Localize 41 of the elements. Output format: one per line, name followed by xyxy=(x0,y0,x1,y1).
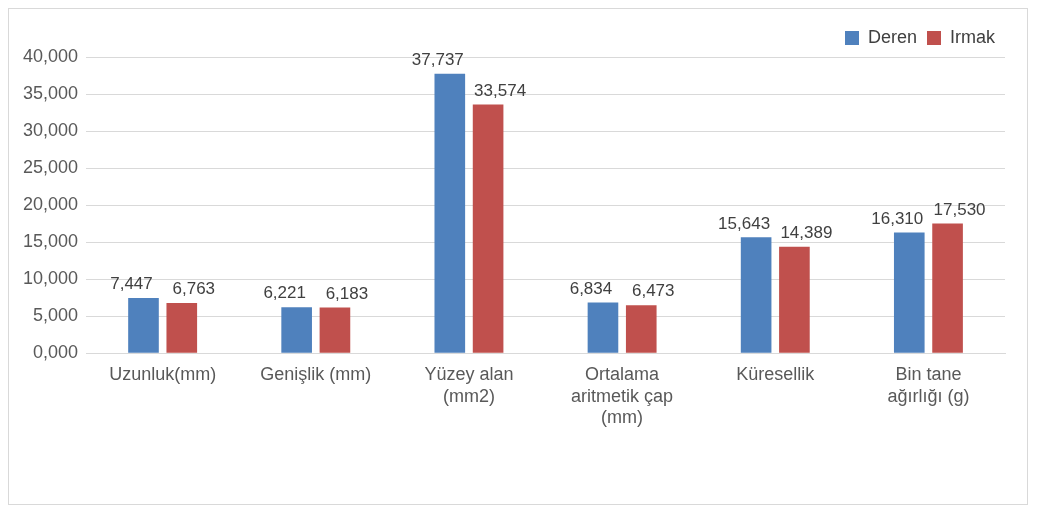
data-label: 6,834 xyxy=(569,278,613,298)
bar xyxy=(472,104,504,353)
legend-label: Irmak xyxy=(950,26,996,47)
data-label: 6,183 xyxy=(325,283,369,303)
data-label: 16,310 xyxy=(871,208,924,228)
y-tick-label: 15,000 xyxy=(22,231,79,252)
x-tick-label: Küresellik xyxy=(736,363,816,384)
data-label: 6,473 xyxy=(631,281,675,301)
y-tick-label: 20,000 xyxy=(22,194,79,215)
data-label: 15,643 xyxy=(718,213,771,233)
y-tick-label: 30,000 xyxy=(22,120,79,141)
y-tick-label: 35,000 xyxy=(22,82,79,103)
bar xyxy=(281,307,312,353)
x-tick-label: Bin tane ağırlığı (g) xyxy=(887,363,970,406)
x-tick-label: Genişlik (mm) xyxy=(260,363,372,384)
data-label: 6,221 xyxy=(263,283,306,303)
data-label: 33,574 xyxy=(474,80,527,100)
x-tick-label: Ortalama aritmetik çap (mm) xyxy=(571,363,674,428)
data-label: 17,530 xyxy=(933,199,986,219)
data-label: 6,763 xyxy=(172,279,216,299)
bar xyxy=(779,246,810,353)
bar xyxy=(434,73,466,353)
bar xyxy=(740,237,772,353)
x-tick-label: Yüzey alan (mm2) xyxy=(424,363,514,406)
y-tick-label: 25,000 xyxy=(22,157,79,178)
y-tick-label: 0,000 xyxy=(33,342,79,363)
bar xyxy=(587,302,619,353)
bar xyxy=(128,298,159,353)
bar xyxy=(166,303,198,353)
legend-label: Deren xyxy=(867,26,918,47)
data-label: 37,737 xyxy=(411,49,464,69)
bar xyxy=(893,232,925,353)
x-tick-label: Uzunluk(mm) xyxy=(109,363,217,384)
bar xyxy=(932,223,963,353)
y-tick-label: 40,000 xyxy=(22,45,79,66)
y-tick-label: 5,000 xyxy=(33,305,79,326)
bar xyxy=(625,305,657,353)
data-label: 14,389 xyxy=(780,222,833,242)
y-tick-label: 10,000 xyxy=(22,268,79,289)
bar xyxy=(319,307,351,353)
data-label: 7,447 xyxy=(110,274,153,294)
